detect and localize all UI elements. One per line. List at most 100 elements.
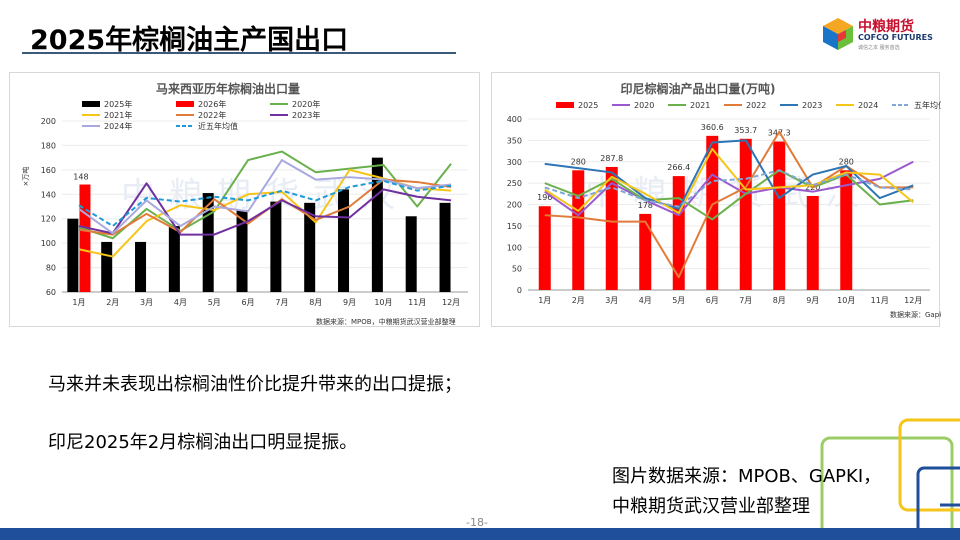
x-tick-label: 10月 — [374, 298, 392, 307]
legend-label: 2025 — [578, 101, 598, 110]
x-tick-label: 9月 — [343, 298, 356, 307]
y-tick-label: 120 — [41, 215, 56, 224]
logo-cube-icon — [823, 18, 853, 50]
logo-name-cn: 中粮期货 — [858, 19, 914, 35]
bullet-indonesia: 印尼2025年2月棕榈油出口明显提振。 — [48, 432, 358, 453]
y-tick-label: 50 — [512, 265, 522, 274]
bar — [371, 157, 383, 292]
legend-label: 2020年 — [292, 99, 320, 109]
bar — [806, 195, 819, 290]
series-line — [544, 130, 914, 279]
y-tick-label: 300 — [507, 158, 522, 167]
legend-label: 2021 — [690, 101, 710, 110]
y-tick-label: 0 — [517, 286, 522, 295]
bar — [405, 216, 417, 292]
bar-value-label: 280 — [839, 157, 854, 166]
x-tick-label: 7月 — [275, 298, 288, 307]
x-tick-label: 1月 — [72, 298, 85, 307]
legend-label: 2024年 — [104, 121, 132, 131]
y-tick-label: 200 — [507, 201, 522, 210]
y-axis-label: ×万吨 — [21, 167, 30, 187]
series-line — [544, 139, 914, 210]
legend-label: 2022 — [746, 101, 766, 110]
bar — [101, 241, 113, 292]
x-tick-label: 11月 — [408, 298, 426, 307]
bar — [639, 213, 652, 290]
x-tick-label: 2月 — [106, 298, 119, 307]
bar — [304, 202, 316, 292]
legend-swatch — [556, 102, 574, 108]
decorative-lines — [820, 418, 960, 530]
legend-label: 五年均值 — [914, 100, 941, 110]
y-tick-label: 160 — [41, 166, 56, 175]
bar — [572, 170, 585, 290]
bar — [67, 218, 79, 292]
bar-value-label: 148 — [73, 173, 88, 182]
x-tick-label: 5月 — [208, 298, 221, 307]
legend-label: 2024 — [858, 101, 878, 110]
legend-label: 2026年 — [198, 99, 226, 109]
x-tick-label: 8月 — [773, 296, 786, 305]
indonesia-chart-svg: 中粮期货武汉印尼棕榈油产品出口量(万吨)05010015020025030035… — [507, 81, 941, 319]
source-line-2: 中粮期货武汉营业部整理 — [612, 496, 810, 517]
y-tick-label: 400 — [507, 115, 522, 124]
logo-tagline: 诚信之本 服务首选 — [858, 45, 900, 51]
malaysia-export-chart: 中粮期货武汉 马来西亚历年棕榈油出口量 60 80 100 120 140 160 180 200… — [9, 72, 480, 327]
series-line — [78, 150, 452, 240]
legend-label: 2023年 — [292, 110, 320, 120]
x-tick-label: 3月 — [605, 296, 618, 305]
legend-label: 2023 — [802, 101, 822, 110]
legend-swatch — [82, 101, 100, 107]
x-tick-label: 4月 — [174, 298, 187, 307]
series-line — [78, 159, 452, 235]
x-tick-label: 9月 — [806, 296, 819, 305]
bar — [439, 202, 451, 292]
bar — [840, 170, 853, 290]
series-line — [544, 169, 914, 208]
legend-swatch — [176, 101, 194, 107]
chart-source: 数据来源：MPOB，中粮期货武汉营业部整理 — [316, 317, 456, 326]
y-tick-label: 80 — [46, 264, 56, 273]
legend-label: 2020 — [634, 101, 654, 110]
x-tick-label: 12月 — [904, 296, 922, 305]
y-tick-label: 200 — [41, 117, 56, 126]
x-tick-label: 6月 — [706, 296, 719, 305]
logo-name-en: COFCO FUTURES — [858, 33, 933, 42]
bar-value-label: 353.7 — [734, 126, 757, 135]
legend-label: 2025年 — [104, 99, 132, 109]
bar — [236, 210, 248, 292]
x-tick-label: 3月 — [140, 298, 153, 307]
indonesia-export-chart: 中粮期货武汉 印尼棕榈油产品出口量(万吨) 0 50 100 150 200 250 300 35… — [491, 72, 941, 327]
bar — [672, 176, 685, 290]
bar — [338, 189, 350, 292]
y-tick-label: 100 — [41, 239, 56, 248]
x-tick-label: 5月 — [672, 296, 685, 305]
y-tick-label: 60 — [46, 288, 56, 297]
y-tick-label: 150 — [507, 222, 522, 231]
bar-value-label: 280 — [571, 157, 586, 166]
y-tick-label: 350 — [507, 136, 522, 145]
bar — [79, 184, 91, 292]
footer-bar — [0, 528, 960, 540]
chart-title: 马来西亚历年棕榈油出口量 — [156, 81, 300, 96]
page-number: -18- — [466, 516, 488, 529]
bar-value-label: 287.8 — [600, 154, 623, 163]
bar-value-label: 360.6 — [701, 123, 724, 132]
series-line — [78, 179, 452, 228]
legend-label: 2022年 — [198, 110, 226, 120]
chart-title: 印尼棕榈油产品出口量(万吨) — [621, 81, 776, 96]
legend-label: 2021年 — [104, 110, 132, 120]
bar — [773, 141, 786, 290]
bullet-malaysia: 马来并未表现出棕榈油性价比提升带来的出口提振； — [48, 374, 462, 395]
y-tick-label: 180 — [41, 141, 56, 150]
series-line — [544, 147, 914, 215]
bar — [538, 206, 551, 290]
bar — [739, 138, 752, 290]
x-tick-label: 4月 — [639, 296, 652, 305]
page-title: 2025年棕榈油主产国出口 — [30, 25, 349, 56]
y-tick-label: 140 — [41, 190, 56, 199]
x-tick-label: 2月 — [572, 296, 585, 305]
x-tick-label: 10月 — [837, 296, 855, 305]
x-tick-label: 1月 — [538, 296, 551, 305]
x-tick-label: 12月 — [442, 298, 460, 307]
